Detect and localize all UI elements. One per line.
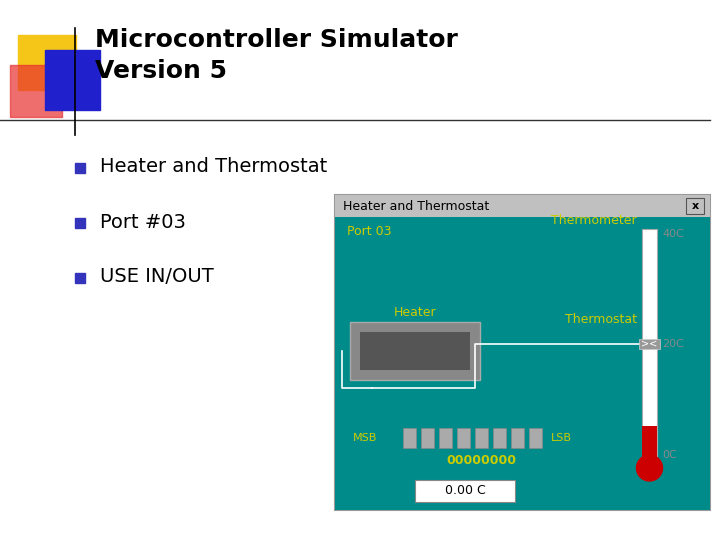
Bar (18, 35, 76, 90)
Text: Microcontroller Simulator
Version 5: Microcontroller Simulator Version 5 (95, 28, 458, 83)
Bar (75, 163, 85, 173)
Bar (10, 65, 62, 117)
Bar (421, 428, 434, 448)
Text: USE IN/OUT: USE IN/OUT (100, 267, 214, 287)
Bar (457, 428, 470, 448)
Text: LSB: LSB (551, 433, 572, 443)
Bar (475, 428, 488, 448)
Text: 20C: 20C (662, 339, 684, 349)
Text: Port #03: Port #03 (100, 213, 186, 232)
Bar (415, 480, 515, 502)
Text: Heater: Heater (394, 306, 436, 319)
Text: 0C: 0C (662, 450, 677, 460)
Text: Thermostat: Thermostat (565, 313, 637, 326)
Text: 40C: 40C (662, 229, 684, 239)
Bar (335, 195, 710, 217)
Bar (642, 229, 657, 460)
Circle shape (636, 455, 662, 481)
Bar (493, 428, 506, 448)
Bar (75, 218, 85, 228)
Bar (403, 428, 416, 448)
Text: x: x (691, 201, 698, 211)
Bar (45, 50, 100, 110)
Text: 00000000: 00000000 (446, 454, 516, 467)
Bar (686, 198, 704, 214)
Text: ><: >< (642, 339, 657, 349)
Bar (529, 428, 542, 448)
Bar (639, 339, 660, 349)
Bar (439, 428, 452, 448)
Bar (511, 428, 524, 448)
Text: Heater and Thermostat: Heater and Thermostat (343, 199, 490, 213)
Bar (360, 332, 470, 370)
Bar (75, 273, 85, 283)
Bar (350, 322, 480, 380)
Text: Heater and Thermostat: Heater and Thermostat (100, 158, 328, 177)
Text: 0.00 C: 0.00 C (445, 484, 485, 497)
Bar (642, 426, 657, 460)
Text: Port 03: Port 03 (347, 225, 392, 238)
Bar (335, 217, 710, 510)
Text: MSB: MSB (353, 433, 377, 443)
Bar (335, 195, 710, 510)
Text: Thermometer: Thermometer (552, 214, 637, 227)
